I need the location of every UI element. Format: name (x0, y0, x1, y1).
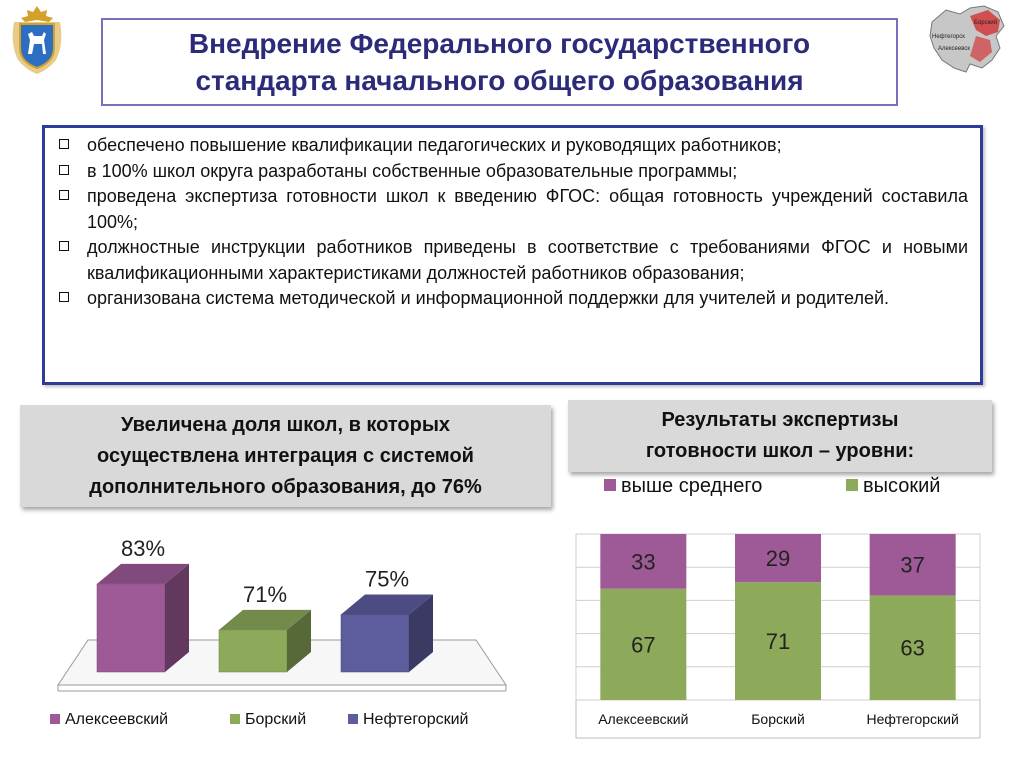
bar-top (97, 563, 189, 584)
stacked-bar-segment (869, 534, 956, 596)
list-item-text: организована система методической и инфо… (87, 288, 890, 308)
checkbox-bullet-icon (59, 292, 69, 302)
legend-label: выше среднего (621, 475, 762, 497)
integration-share-chart: 83% 71% 75% Алексеевский Борский Нефтегорский (50, 536, 507, 728)
district-map-icon: Борский Нефтегорск Алексеевск (929, 5, 1005, 73)
list-item-text: проведена экспертиза готовности школ к в… (87, 186, 968, 232)
list-item-text: в 100% школ округа разработаны собственн… (87, 160, 738, 181)
page-title-line-2: стандарта начального общего образования (195, 65, 804, 96)
legend-swatch (604, 479, 616, 491)
data-label: 67 (631, 632, 655, 657)
category-label: Алексеевский (598, 711, 688, 727)
legend-label: высокий (863, 475, 940, 497)
achievements-list-box: обеспечено повышение квалификации педаго… (42, 125, 983, 385)
checkbox-bullet-icon (59, 190, 69, 200)
heading-line: дополнительного образования, до 76% (89, 475, 482, 498)
list-item: организована система методической и инфо… (57, 286, 968, 312)
data-label: 29 (766, 546, 790, 571)
data-label: 75% (365, 567, 409, 592)
heading-line: Увеличена доля школ, в которых (120, 413, 451, 436)
bar-top (341, 594, 433, 615)
expertise-results-heading: Результаты экспертизы готовности школ – … (568, 400, 992, 472)
page-title: Внедрение Федерального государственного … (101, 18, 898, 106)
stacked-bar-segment (869, 595, 956, 700)
data-label: 71 (766, 629, 790, 654)
list-item: обеспечено повышение квалификации педаго… (57, 133, 968, 159)
category-label: Борский (751, 711, 805, 727)
map-label-alekseevsk: Алексеевск (938, 46, 970, 52)
checkbox-bullet-icon (59, 164, 69, 175)
bar-top (219, 609, 311, 630)
list-item: проведена экспертиза готовности школ к в… (57, 184, 968, 235)
legend-label: Алексеевский (65, 711, 168, 728)
legend-swatch (230, 714, 240, 724)
heading-line: готовности школ – уровни: (645, 440, 915, 462)
stacked-bar-segment (600, 534, 687, 589)
checkbox-bullet-icon (59, 241, 69, 251)
bar-side (287, 609, 311, 672)
list-item-text: обеспечено повышение квалификации педаго… (87, 135, 782, 155)
achievements-list: обеспечено повышение квалификации педаго… (57, 133, 968, 312)
category-label: Нефтегорский (867, 711, 959, 727)
readiness-levels-chart: выше среднего высокий 67 33 Алексеевский 71 29… (575, 475, 981, 739)
checkbox-bullet-icon (59, 139, 69, 149)
data-label: 71% (243, 582, 287, 607)
bar-side (409, 594, 433, 672)
stacked-bar-segment (735, 534, 821, 583)
stacked-bar-segment (735, 582, 821, 700)
coat-of-arms-icon (12, 6, 62, 74)
legend-swatch (50, 714, 60, 724)
heading-line: осуществлена интеграция с системой (97, 444, 474, 467)
stacked-bar-segment (600, 588, 687, 700)
legend-swatch (846, 479, 858, 491)
list-item: в 100% школ округа разработаны собственн… (57, 159, 968, 185)
bar-side (165, 563, 189, 672)
legend-swatch (348, 714, 358, 724)
list-item-text: должностные инструкции работников привед… (87, 237, 968, 283)
legend-label: Нефтегорский (363, 711, 468, 728)
bar-front (340, 614, 410, 673)
map-label-borsky: Борский (974, 19, 997, 26)
data-label: 63 (900, 636, 924, 661)
bar-front (218, 629, 288, 673)
heading-line: Результаты экспертизы (661, 409, 899, 431)
integration-share-heading: Увеличена доля школ, в которых осуществл… (20, 405, 551, 507)
data-label: 33 (631, 549, 655, 574)
data-label: 83% (121, 536, 165, 561)
list-item: должностные инструкции работников привед… (57, 235, 968, 286)
legend-label: Борский (245, 711, 306, 728)
data-label: 37 (900, 553, 924, 578)
bar-front (96, 583, 166, 673)
map-label-neftegorsk: Нефтегорск (932, 34, 965, 40)
page-title-line-1: Внедрение Федерального государственного (188, 28, 811, 59)
